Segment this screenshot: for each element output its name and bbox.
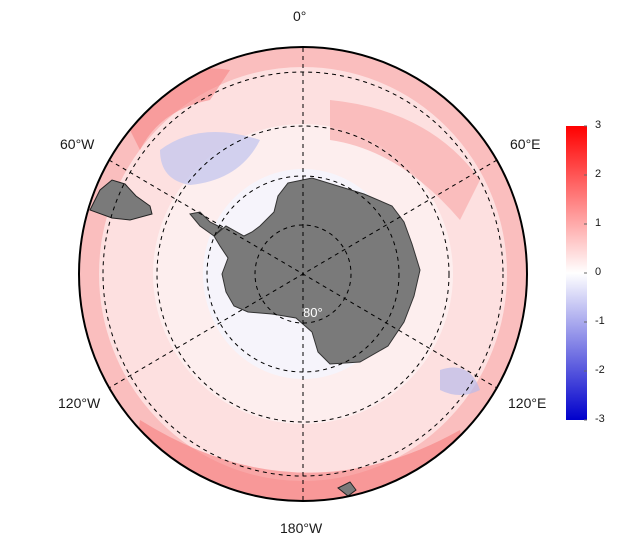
cbar-tick-2: 2 <box>595 168 602 180</box>
label-0: 0° <box>293 8 307 24</box>
latitude-circle-80 <box>254 224 352 324</box>
label-60w: 60°W <box>60 136 95 152</box>
graticule <box>102 48 504 500</box>
latitude-circle-60 <box>156 125 450 423</box>
label-120e: 120°E <box>508 395 547 411</box>
cool-patch-weddell <box>160 132 260 185</box>
cbar-tick-minus1: -1 <box>595 315 605 327</box>
label-120w: 120°W <box>58 395 101 411</box>
label-180w: 180°W <box>280 520 323 536</box>
cbar-tick-1: 1 <box>595 217 602 229</box>
warm-patch-northeast <box>330 100 480 220</box>
warm-patch-south <box>130 420 470 500</box>
antarctica <box>213 177 421 365</box>
cbar-tick-minus2: -2 <box>595 364 605 376</box>
colorbar <box>566 126 587 420</box>
map-border <box>78 46 528 502</box>
meridian-60w-120e <box>108 159 498 389</box>
cool-patch-east <box>440 367 480 395</box>
cbar-tick-minus3: -3 <box>595 413 605 425</box>
island-south <box>337 481 357 497</box>
colorbar-ticks <box>584 125 587 421</box>
antarctic-peninsula <box>189 211 223 237</box>
label-60e: 60°E <box>510 136 541 152</box>
cbar-tick-0: 0 <box>595 266 602 278</box>
south-america-tip <box>89 179 153 221</box>
label-80-lat: 80° <box>303 305 323 320</box>
cbar-tick-3: 3 <box>595 119 602 131</box>
